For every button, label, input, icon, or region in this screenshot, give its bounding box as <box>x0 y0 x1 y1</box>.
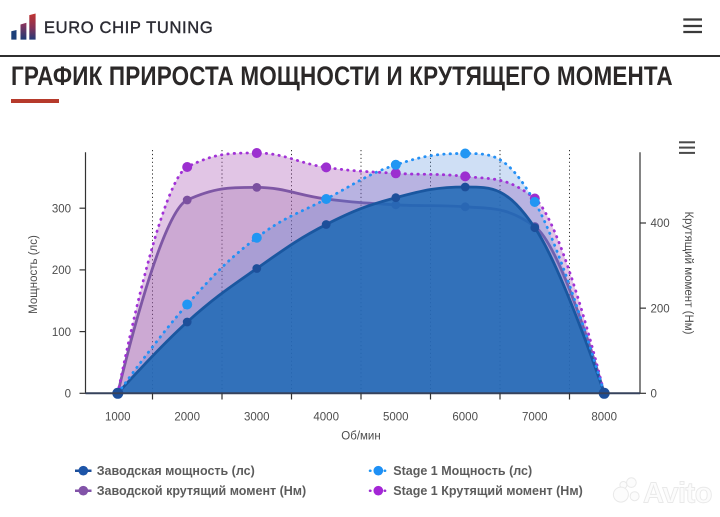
svg-text:400: 400 <box>651 218 670 230</box>
svg-text:7000: 7000 <box>522 412 548 424</box>
svg-text:Крутящий момент (Нм): Крутящий момент (Нм) <box>682 211 694 334</box>
svg-text:Об/мин: Об/мин <box>341 431 380 443</box>
svg-text:Заводская мощность (лс): Заводская мощность (лс) <box>97 464 255 478</box>
svg-text:Мощность (лс): Мощность (лс) <box>28 235 40 314</box>
svg-text:8000: 8000 <box>591 412 617 424</box>
svg-text:200: 200 <box>52 265 71 277</box>
svg-text:Stage 1 Мощность (лс): Stage 1 Мощность (лс) <box>393 464 532 478</box>
svg-text:0: 0 <box>65 389 71 401</box>
svg-text:6000: 6000 <box>452 412 478 424</box>
svg-text:4000: 4000 <box>313 412 339 424</box>
svg-text:0: 0 <box>651 389 657 401</box>
svg-text:Заводской крутящий момент (Нм): Заводской крутящий момент (Нм) <box>97 484 307 498</box>
svg-text:100: 100 <box>52 327 71 339</box>
svg-text:Avito: Avito <box>643 478 712 510</box>
svg-text:300: 300 <box>52 203 71 215</box>
svg-text:1000: 1000 <box>105 412 131 424</box>
svg-text:2000: 2000 <box>174 412 200 424</box>
svg-text:5000: 5000 <box>383 412 409 424</box>
svg-text:Stage 1 Крутящий момент (Нм): Stage 1 Крутящий момент (Нм) <box>393 484 582 498</box>
svg-text:200: 200 <box>651 303 670 315</box>
svg-text:3000: 3000 <box>244 412 270 424</box>
